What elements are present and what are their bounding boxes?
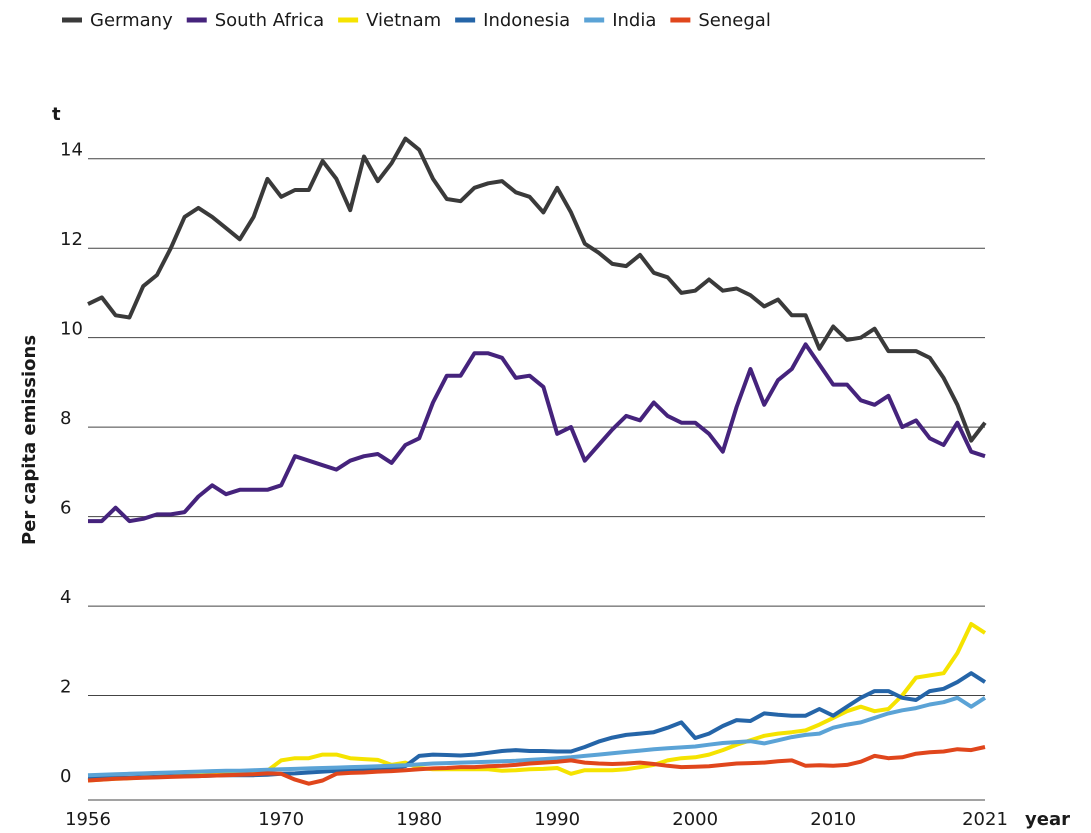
y-tick-label: 8: [60, 408, 71, 429]
x-tick-label: 1956: [65, 809, 111, 830]
y-tick-label: 10: [60, 319, 83, 340]
y-tick-label: 2: [60, 677, 71, 698]
legend-label: India: [612, 10, 656, 31]
y-tick-label: 4: [60, 587, 71, 608]
legend-label: Indonesia: [483, 10, 570, 31]
legend-label: Germany: [90, 10, 173, 31]
x-tick-label: 2021: [962, 809, 1008, 830]
y-axis-title: Per capita emissions: [19, 335, 40, 545]
legend-label: South Africa: [215, 10, 324, 31]
legend-label: Vietnam: [366, 10, 441, 31]
y-tick-label: 14: [60, 140, 83, 161]
x-tick-label: 2000: [672, 809, 718, 830]
x-axis-title: year: [1025, 809, 1070, 830]
series-line: [87, 695, 987, 778]
y-unit: t: [52, 104, 61, 125]
x-tick-label: 1970: [258, 809, 304, 830]
legend-label: Senegal: [698, 10, 770, 31]
series-line: [87, 136, 987, 443]
y-tick-label: 6: [60, 498, 71, 519]
series-line: [87, 745, 986, 786]
y-tick-label: 12: [60, 229, 83, 250]
x-tick-label: 2010: [810, 809, 856, 830]
y-tick-label: 0: [60, 766, 71, 787]
x-tick-label: 1990: [534, 809, 580, 830]
x-tick-label: 1980: [396, 809, 442, 830]
series-line: [88, 342, 986, 524]
